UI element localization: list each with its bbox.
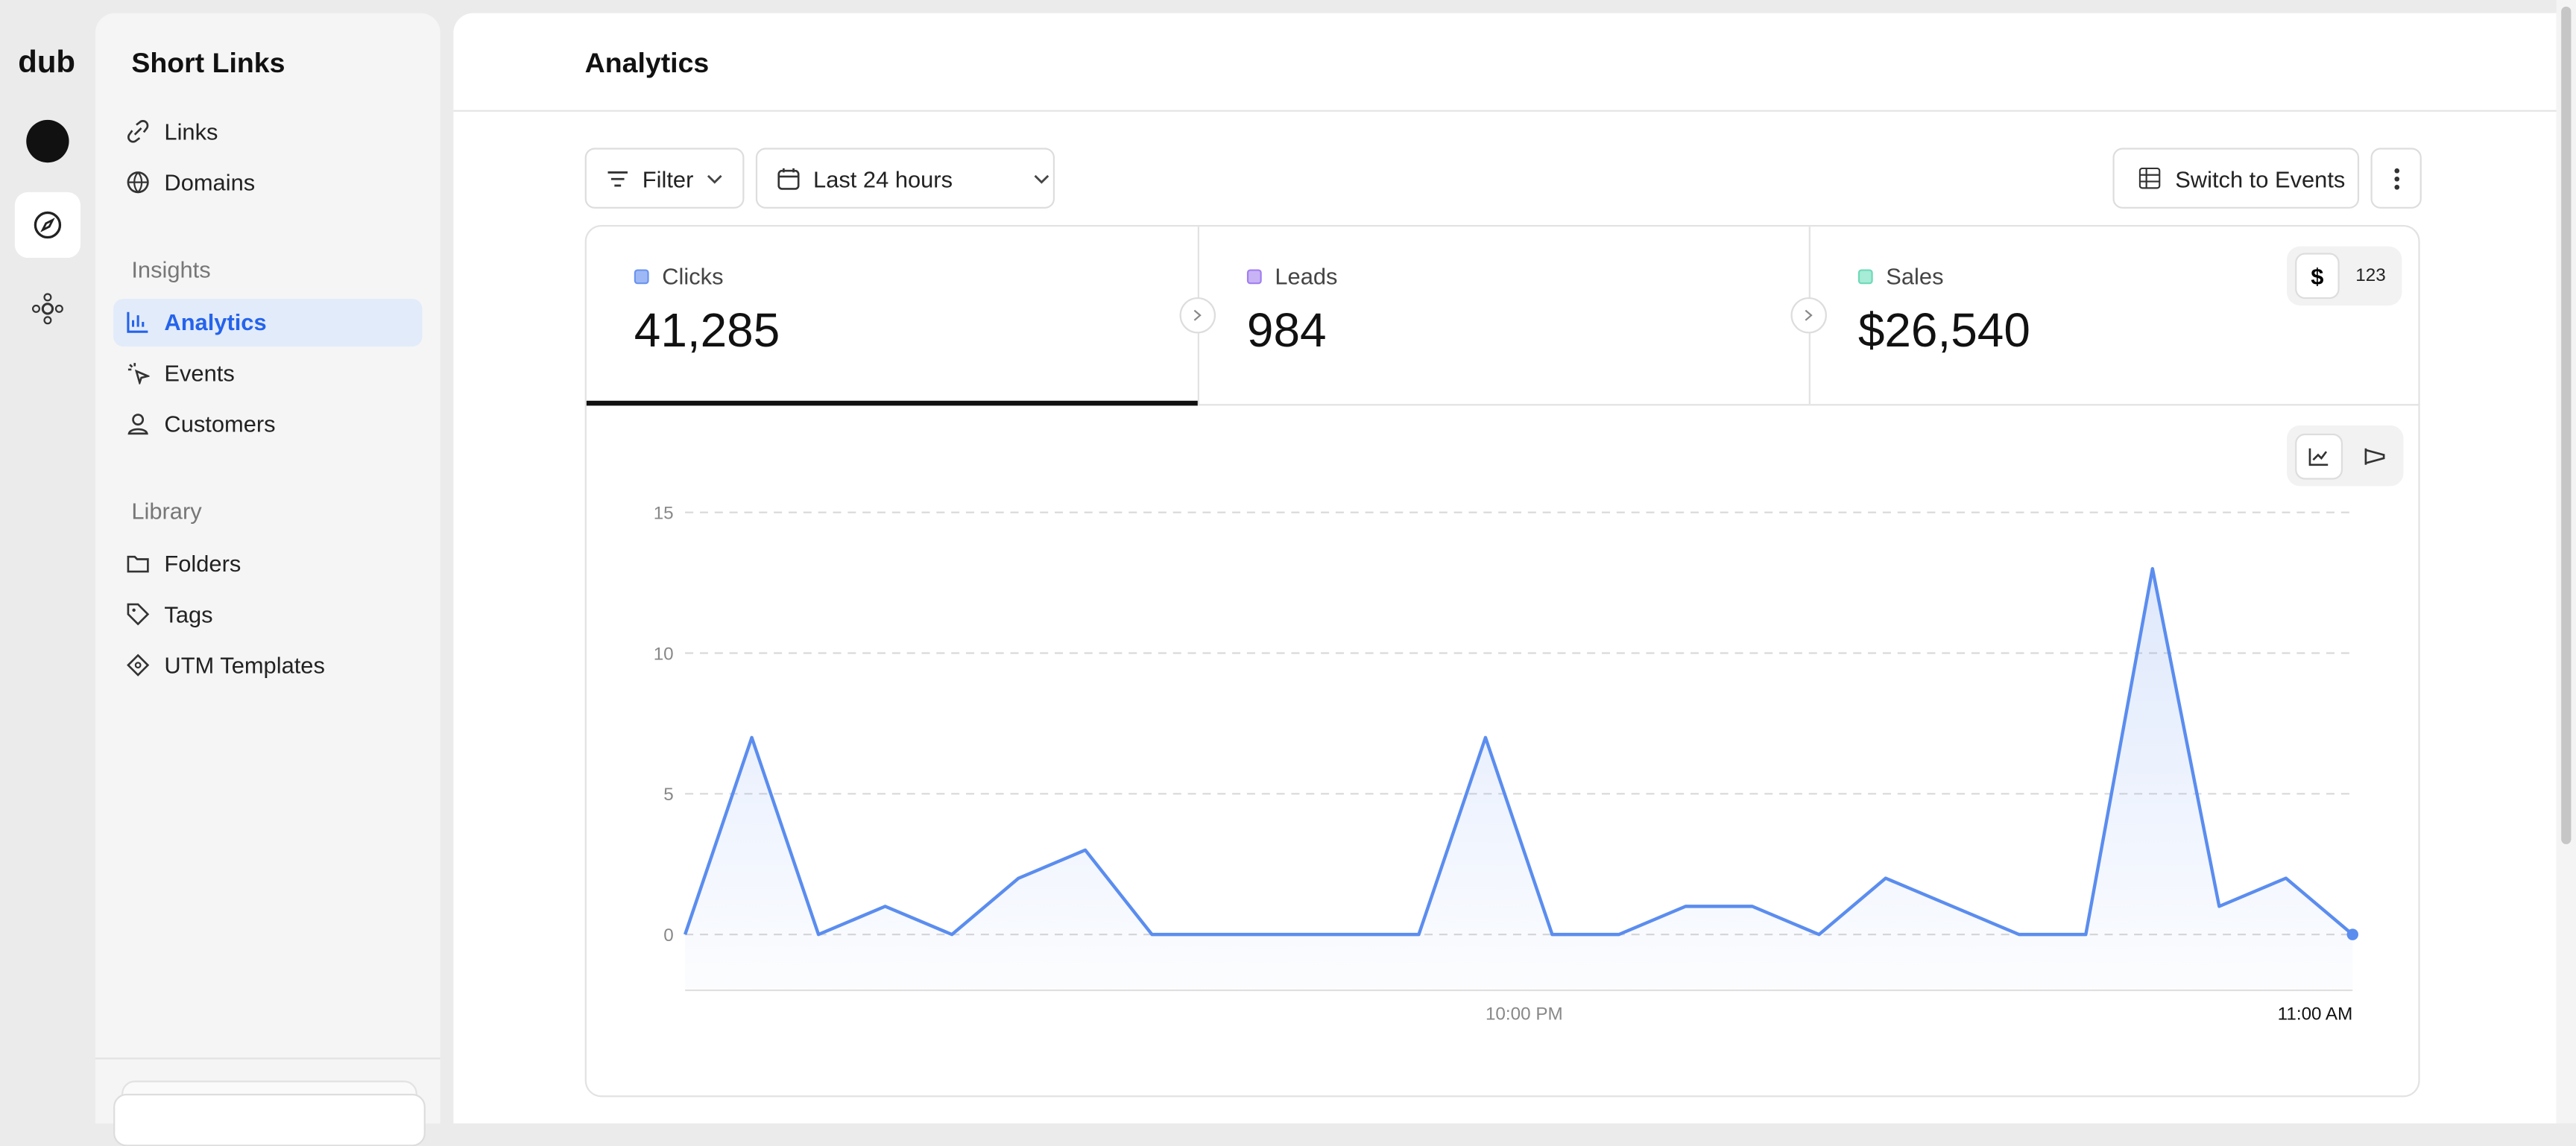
- nav-item[interactable]: Customers: [127, 411, 276, 437]
- line-chart-option[interactable]: [2295, 433, 2343, 480]
- workspace-icon[interactable]: [26, 119, 69, 163]
- funnel-option[interactable]: [2352, 434, 2395, 480]
- stat-value: $26,540: [1857, 305, 2030, 358]
- y-tick-label: 10: [654, 644, 674, 664]
- nav-item[interactable]: Folders: [127, 550, 242, 577]
- filter-button[interactable]: Filter: [584, 148, 745, 209]
- analytics-card: [584, 224, 2420, 1098]
- tab-indicator: [586, 400, 1198, 406]
- stat-label[interactable]: Sales: [1857, 262, 1944, 289]
- date-range-button[interactable]: Last 24 hours: [755, 148, 1055, 209]
- scrollbar: [2556, 0, 2576, 1124]
- card: [113, 1093, 426, 1146]
- label: Sales: [1886, 262, 1944, 289]
- point: [2346, 928, 2358, 940]
- label: Clicks: [662, 262, 724, 289]
- partners-icon[interactable]: [31, 292, 64, 325]
- swatch: [1246, 268, 1262, 284]
- button-label: Switch to Events: [2175, 165, 2346, 191]
- section-heading: Insights: [131, 256, 211, 283]
- nav-label: Customers: [164, 411, 276, 437]
- scroll-thumb[interactable]: [2561, 6, 2572, 844]
- nav-item[interactable]: Domains: [127, 169, 255, 195]
- chart: 0 5 10 15 10:00 PM 11:00 AM: [654, 503, 2358, 1025]
- nav-item[interactable]: Events: [127, 360, 235, 386]
- arrow: [1179, 297, 1216, 334]
- nav-item[interactable]: Analytics: [127, 308, 267, 335]
- section-heading: Library: [131, 497, 202, 525]
- stat-label[interactable]: Leads: [1246, 262, 1338, 289]
- switch-button[interactable]: Switch to Events: [2112, 148, 2360, 209]
- nav-label: Analytics: [164, 308, 267, 335]
- area: [685, 569, 2353, 991]
- svg-text:dub: dub: [18, 46, 75, 79]
- nav-item[interactable]: UTM Templates: [127, 652, 325, 678]
- page-title: Analytics: [584, 47, 710, 79]
- toggle-option[interactable]: 123: [2355, 266, 2386, 286]
- active-bg: [113, 299, 423, 347]
- nav-item[interactable]: Links: [127, 118, 218, 145]
- toggle-option[interactable]: $: [2295, 253, 2340, 300]
- nav-item[interactable]: Tags: [127, 601, 213, 627]
- sidebar: [95, 13, 441, 1124]
- short-links-icon[interactable]: [14, 191, 81, 259]
- line: [684, 567, 2354, 937]
- sidebar-title: Short Links: [131, 47, 285, 79]
- button-label: Filter: [642, 165, 694, 191]
- y-tick-label: 0: [663, 925, 673, 946]
- y-tick-label: 15: [654, 503, 674, 523]
- nav-label: Domains: [164, 169, 256, 196]
- swatch: [1857, 268, 1873, 284]
- nav-label: Links: [164, 118, 218, 145]
- x-tick-label: 11:00 AM: [2278, 1004, 2353, 1025]
- nav-label: UTM Templates: [164, 652, 325, 679]
- nav-label: Tags: [164, 601, 213, 627]
- y-tick-label: 5: [663, 785, 673, 805]
- x-tick-label: 10:00 PM: [1486, 1004, 1563, 1025]
- stat-value: 41,285: [634, 305, 780, 358]
- arrow: [1790, 297, 1827, 334]
- divider: [453, 110, 2557, 112]
- stat-value: 984: [1246, 305, 1327, 358]
- label: Leads: [1275, 262, 1338, 289]
- button-label: Last 24 hours: [813, 165, 953, 191]
- more-button[interactable]: [2370, 148, 2422, 209]
- divider: [95, 1057, 441, 1060]
- nav-label: Folders: [164, 550, 242, 577]
- stat-label[interactable]: Clicks: [634, 263, 724, 289]
- swatch: [634, 268, 649, 284]
- divider: [586, 404, 2420, 406]
- logo: dub: [18, 46, 75, 79]
- nav-label: Events: [164, 359, 235, 386]
